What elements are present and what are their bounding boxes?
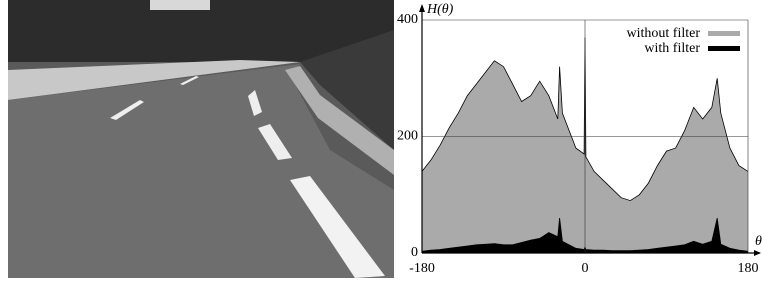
y-tick-label: 0 bbox=[411, 245, 418, 260]
legend-swatch bbox=[708, 46, 740, 51]
y-tick-label: 200 bbox=[397, 129, 418, 144]
legend-swatch bbox=[708, 31, 740, 36]
y-axis-arrow bbox=[419, 4, 425, 12]
sky bbox=[150, 0, 210, 10]
road-photo bbox=[8, 0, 394, 278]
x-tick-label: 0 bbox=[582, 261, 589, 276]
x-axis-arrow bbox=[754, 250, 761, 256]
x-tick-label: -180 bbox=[409, 261, 435, 276]
legend-label: without filter bbox=[627, 26, 701, 41]
y-tick-label: 400 bbox=[397, 12, 418, 27]
y-axis-label: H(θ) bbox=[426, 2, 454, 17]
x-axis-label: θ bbox=[755, 234, 762, 249]
page: {"chart_data": {"type": "area", "ylabel"… bbox=[0, 0, 762, 282]
figure: H(θ) θ 0200400-1800180without filterwith… bbox=[0, 0, 762, 282]
x-tick-label: 180 bbox=[738, 261, 759, 276]
legend-label: with filter bbox=[644, 41, 700, 56]
